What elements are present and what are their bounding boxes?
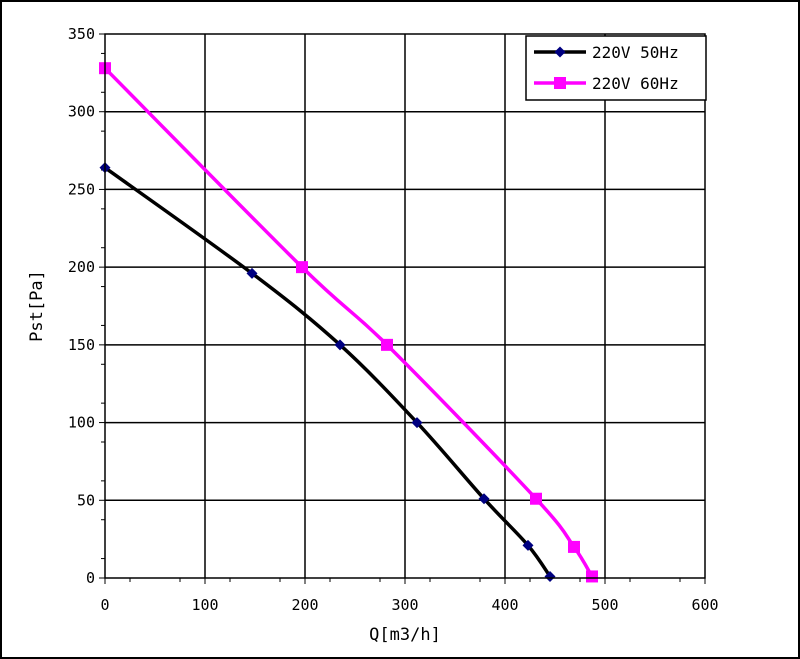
legend-swatch-marker <box>554 46 566 58</box>
x-tick-label: 500 <box>591 596 618 614</box>
x-axis-title: Q[m3/h] <box>369 625 441 645</box>
data-point <box>411 417 423 429</box>
series-layer <box>99 62 598 583</box>
data-point <box>522 539 534 551</box>
data-point <box>478 493 490 505</box>
legend-box <box>525 35 707 101</box>
y-tick-label: 100 <box>68 414 95 432</box>
y-tick-label: 350 <box>68 25 95 43</box>
tick-labels: 0 100 200 300 400 500 600 0 50 100 150 200 250 300 350 <box>68 25 719 614</box>
legend-label: 220V 50Hz <box>592 43 679 62</box>
x-tick-label: 0 <box>100 596 109 614</box>
y-tick-label: 150 <box>68 336 95 354</box>
x-tick-label: 100 <box>191 596 218 614</box>
data-point <box>586 570 598 583</box>
x-tick-label: 600 <box>691 596 718 614</box>
x-tick-label: 400 <box>491 596 518 614</box>
data-point <box>530 492 542 505</box>
y-tick-label: 200 <box>68 258 95 276</box>
data-point <box>296 261 308 274</box>
y-tick-label: 300 <box>68 103 95 121</box>
x-tick-label: 200 <box>291 596 318 614</box>
y-tick-label: 50 <box>77 491 95 509</box>
data-point <box>544 570 556 582</box>
data-point <box>381 338 393 351</box>
x-tick-label: 300 <box>391 596 418 614</box>
minor-ticks <box>99 33 706 584</box>
legend-label: 220V 60Hz <box>592 74 679 93</box>
data-point <box>568 540 580 553</box>
y-tick-label: 0 <box>86 569 95 587</box>
data-point <box>334 339 346 351</box>
y-axis-title: Pst[Pa] <box>27 270 47 342</box>
y-tick-label: 250 <box>68 180 95 198</box>
legend: 220V 50Hz 220V 60Hz <box>525 35 707 101</box>
series-line <box>103 165 552 579</box>
series-1 <box>99 162 556 582</box>
series-2 <box>99 62 598 583</box>
plot-border <box>104 33 706 579</box>
grid <box>105 34 705 578</box>
data-point <box>246 267 258 279</box>
legend-swatch-marker <box>554 77 566 89</box>
